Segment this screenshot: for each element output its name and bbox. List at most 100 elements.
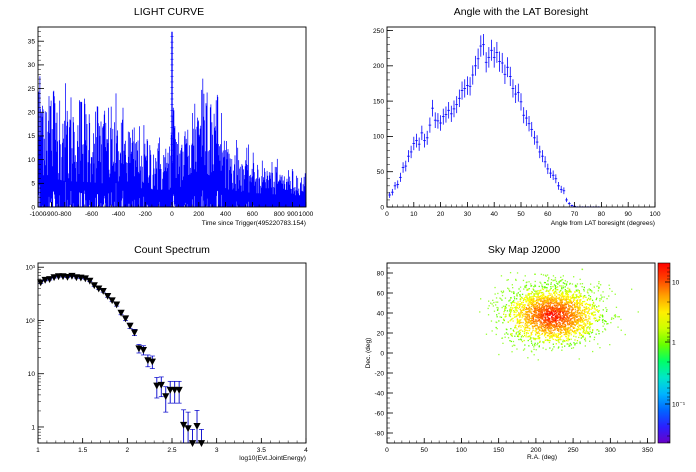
count-spectrum-ytick-label: 10	[28, 371, 36, 378]
sky-map-ytick-label: 60	[377, 290, 385, 297]
boresight-point	[401, 162, 405, 173]
sky-map-xtick-label: 0	[385, 447, 389, 454]
boresight-xtick-label: 20	[437, 211, 445, 218]
sky-map-xtick-label: 50	[421, 447, 429, 454]
count-spectrum-xtick-label: 2.5	[167, 447, 176, 454]
count-spectrum-point	[108, 297, 116, 305]
boresight-xtick-label: 80	[598, 211, 606, 218]
boresight-point	[417, 137, 421, 151]
light-curve-xtick-label: -1000	[30, 211, 47, 218]
light-curve-ytick-label: 20	[28, 110, 36, 117]
sky-map-ylabel: Dec. (deg)	[365, 338, 372, 369]
count-spectrum-xtick-label: 2	[125, 447, 129, 454]
sky-map-axes: 0 50 100 150 200 250 300 350 -80 -60 -40 -20 0 20 40 60…	[374, 262, 656, 454]
colorbar-tick-label: 10⁻¹	[672, 401, 686, 408]
boresight-ytick-label: 0	[380, 204, 384, 211]
boresight-plot	[388, 33, 601, 208]
boresight-point	[455, 96, 459, 114]
count-spectrum-point	[95, 285, 103, 293]
boresight-point	[420, 125, 424, 141]
sky-map-ytick-label: -80	[374, 430, 384, 437]
boresight-xtick-label: 50	[517, 211, 525, 218]
boresight-point	[498, 51, 501, 72]
sky-map-ytick-label: -60	[374, 410, 384, 417]
boresight-point	[490, 39, 493, 61]
boresight-point	[436, 113, 440, 129]
count-spectrum-point	[139, 345, 148, 356]
boresight-point	[522, 107, 526, 124]
boresight-point	[541, 150, 544, 163]
boresight-point	[412, 136, 416, 151]
count-spectrum-point	[162, 386, 170, 413]
boresight-panel: Angle with the LAT Boresight 0 10 20 30 40 50…	[373, 6, 661, 227]
count-spectrum-point	[153, 377, 161, 399]
boresight-xtick-label: 60	[544, 211, 552, 218]
sky-map-events	[479, 268, 639, 361]
boresight-point	[423, 133, 426, 148]
boresight-point	[428, 117, 432, 133]
boresight-point	[538, 145, 542, 159]
boresight-ytick-label: 100	[373, 134, 384, 141]
boresight-point	[508, 66, 512, 87]
boresight-xtick-label: 0	[385, 211, 389, 218]
light-curve-xtick-label: 600	[247, 211, 258, 218]
sky-map-colorbar: 10 1 10⁻¹	[657, 262, 686, 444]
light-curve-xtick-label: -600	[85, 211, 99, 218]
sky-map-xlabel: R.A. (deg)	[527, 454, 557, 461]
boresight-point	[519, 93, 523, 111]
light-curve-ytick-label: 5	[31, 181, 35, 188]
boresight-point	[516, 83, 520, 102]
count-spectrum-point	[175, 380, 183, 404]
boresight-point	[391, 188, 394, 196]
light-curve-ytick-label: 15	[28, 133, 36, 140]
boresight-point	[466, 76, 469, 95]
boresight-point	[449, 105, 453, 122]
boresight-point	[431, 99, 434, 117]
boresight-point	[570, 204, 574, 207]
boresight-point	[433, 112, 437, 129]
count-spectrum-ytick-label: 1	[31, 424, 35, 431]
count-spectrum-point	[50, 274, 58, 282]
count-spectrum-point	[126, 322, 134, 330]
boresight-point	[447, 102, 450, 119]
sky-map-ytick-label: -20	[374, 370, 384, 377]
boresight-point	[514, 85, 517, 103]
count-spectrum-panel: Count Spectrum 1 1.5 2 2.5 3 3.5 4 1 10 10² 10³ lo…	[25, 244, 308, 462]
boresight-point	[399, 172, 402, 182]
boresight-xtick-label: 70	[571, 211, 579, 218]
boresight-point	[460, 81, 464, 100]
boresight-xtick-label: 30	[464, 211, 472, 218]
light-curve-xtick-label: 400	[220, 211, 231, 218]
boresight-point	[495, 41, 499, 63]
count-spectrum-axes: 1 1.5 2 2.5 3 3.5 4 1 10 10² 10³	[25, 265, 308, 454]
boresight-axes: 0 10 20 30 40 50 60 70 80 90 100 0 50 100 150 200 250	[373, 28, 661, 218]
count-spectrum-point	[117, 309, 125, 317]
light-curve-ytick-label: 30	[28, 62, 36, 69]
boresight-point	[500, 52, 504, 74]
count-spectrum-point	[113, 301, 121, 309]
light-curve-panel: LIGHT CURVE -1000-900 -800 -600 -400 -200 0 20…	[28, 6, 314, 227]
sky-map-xtick-label: 150	[493, 447, 504, 454]
boresight-point	[425, 130, 429, 145]
boresight-point	[543, 156, 547, 168]
count-spectrum-point	[99, 287, 107, 295]
colorbar-tick-label: 10	[672, 279, 680, 286]
boresight-point	[458, 89, 461, 108]
count-spectrum-title: Count Spectrum	[134, 244, 210, 256]
boresight-xtick-label: 40	[491, 211, 499, 218]
count-spectrum-point	[63, 273, 72, 281]
boresight-point	[549, 168, 552, 179]
count-spectrum-xtick-label: 1	[36, 447, 40, 454]
light-curve-xtick-label: -900	[45, 211, 59, 218]
boresight-point	[530, 121, 534, 137]
boresight-xlabel: Angle from LAT boresight (degrees)	[551, 220, 655, 227]
boresight-point	[407, 150, 410, 163]
boresight-point	[415, 133, 418, 148]
boresight-point	[409, 145, 413, 159]
sky-map-xtick-label: 200	[530, 447, 541, 454]
boresight-point	[476, 48, 480, 69]
boresight-point	[452, 100, 456, 118]
boresight-point	[444, 106, 448, 123]
boresight-point	[468, 77, 472, 96]
boresight-point	[487, 47, 491, 68]
